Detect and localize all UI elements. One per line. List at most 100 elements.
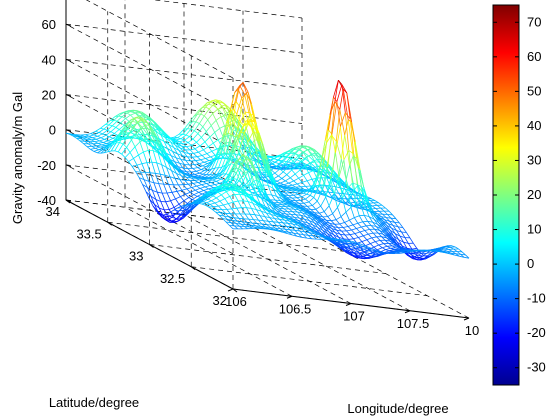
- mesh-segment: [262, 207, 267, 214]
- mesh-segment: [296, 227, 302, 229]
- mesh-segment: [254, 172, 259, 187]
- mesh-segment: [192, 138, 197, 143]
- mesh-segment: [199, 188, 204, 191]
- mesh-segment: [315, 155, 321, 163]
- mesh-segment: [230, 213, 235, 218]
- mesh-segment: [231, 188, 237, 190]
- mesh-segment: [384, 219, 390, 222]
- mesh-segment: [159, 145, 165, 153]
- mesh-segment: [327, 216, 332, 221]
- mesh-segment: [307, 149, 312, 156]
- mesh-segment: [387, 245, 393, 247]
- mesh-segment: [154, 140, 160, 147]
- mesh-segment: [108, 140, 115, 148]
- mesh-segment: [153, 182, 158, 193]
- mesh-segment: [328, 205, 333, 214]
- z-tick-mark: [65, 23, 72, 27]
- mesh-segment: [359, 230, 365, 233]
- mesh-segment: [298, 164, 304, 168]
- mesh-segment: [355, 201, 361, 203]
- mesh-segment: [107, 125, 113, 131]
- mesh-segment: [193, 192, 199, 196]
- mesh-segment: [161, 192, 167, 202]
- mesh-segment: [364, 214, 370, 217]
- mesh-segment: [121, 116, 126, 119]
- mesh-segment: [298, 192, 304, 195]
- mesh-segment: [201, 153, 208, 156]
- mesh-segment: [262, 192, 267, 203]
- mesh-segment: [192, 156, 198, 158]
- mesh-segment: [308, 220, 314, 226]
- mesh-segment: [287, 211, 292, 215]
- mesh-segment: [166, 213, 173, 218]
- mesh-segment: [180, 134, 187, 140]
- mesh-segment: [149, 124, 155, 130]
- mesh-segment: [377, 247, 383, 251]
- mesh-segment: [156, 162, 161, 175]
- mesh-segment: [157, 152, 164, 158]
- mesh-segment: [235, 223, 241, 225]
- mesh-segment: [215, 120, 220, 129]
- mesh-segment: [178, 207, 183, 212]
- mesh-segment: [316, 200, 322, 207]
- mesh-segment: [384, 239, 389, 244]
- mesh-segment: [241, 97, 246, 113]
- mesh-segment: [414, 256, 420, 259]
- mesh-segment: [309, 220, 315, 224]
- mesh-segment: [221, 191, 227, 196]
- mesh-segment: [252, 203, 257, 210]
- mesh-segment: [301, 182, 306, 187]
- mesh-segment: [295, 145, 302, 149]
- mesh-segment: [227, 153, 233, 167]
- mesh-segment: [156, 127, 163, 132]
- mesh-segment: [212, 142, 218, 150]
- mesh-segment: [313, 185, 320, 198]
- mesh-segment: [187, 183, 192, 188]
- mesh-segment: [422, 253, 427, 257]
- mesh-segment: [197, 155, 203, 158]
- mesh-segment: [373, 202, 378, 206]
- mesh-segment: [172, 218, 177, 222]
- mesh-segment: [138, 177, 145, 180]
- mesh-segment: [365, 225, 370, 230]
- mesh-segment: [151, 161, 157, 164]
- colorbar-tick-label: 10: [527, 222, 541, 237]
- mesh-segment: [337, 159, 342, 181]
- mesh-segment: [348, 249, 354, 254]
- mesh-segment: [222, 218, 228, 220]
- mesh-segment: [344, 219, 350, 223]
- mesh-segment: [247, 201, 252, 209]
- mesh-segment: [306, 187, 313, 195]
- mesh-segment: [131, 133, 137, 141]
- mesh-segment: [132, 127, 137, 134]
- mesh-segment: [306, 156, 311, 164]
- mesh-segment: [331, 134, 336, 153]
- mesh-segment: [349, 252, 355, 257]
- mesh-segment: [154, 203, 160, 209]
- mesh-segment: [167, 161, 174, 167]
- grid-line: [85, 0, 234, 79]
- mesh-segment: [247, 145, 252, 155]
- mesh-segment: [289, 152, 295, 159]
- mesh-segment: [341, 84, 348, 94]
- mesh-segment: [251, 208, 257, 210]
- mesh-segment: [264, 216, 270, 218]
- mesh-segment: [141, 162, 147, 165]
- mesh-segment: [201, 155, 206, 159]
- mesh-segment: [173, 147, 180, 151]
- mesh-segment: [262, 220, 268, 225]
- mesh-segment: [279, 163, 286, 170]
- mesh-segment: [157, 191, 163, 194]
- mesh-segment: [168, 144, 175, 149]
- mesh-segment: [202, 119, 209, 128]
- mesh-segment: [174, 161, 180, 164]
- mesh-segment: [338, 192, 343, 199]
- mesh-segment: [206, 183, 211, 186]
- mesh-segment: [376, 204, 381, 209]
- mesh-segment: [251, 103, 256, 124]
- mesh-segment: [465, 254, 470, 259]
- mesh-segment: [202, 163, 208, 167]
- mesh-segment: [188, 183, 194, 185]
- mesh-segment: [102, 133, 107, 136]
- mesh-segment: [190, 148, 196, 151]
